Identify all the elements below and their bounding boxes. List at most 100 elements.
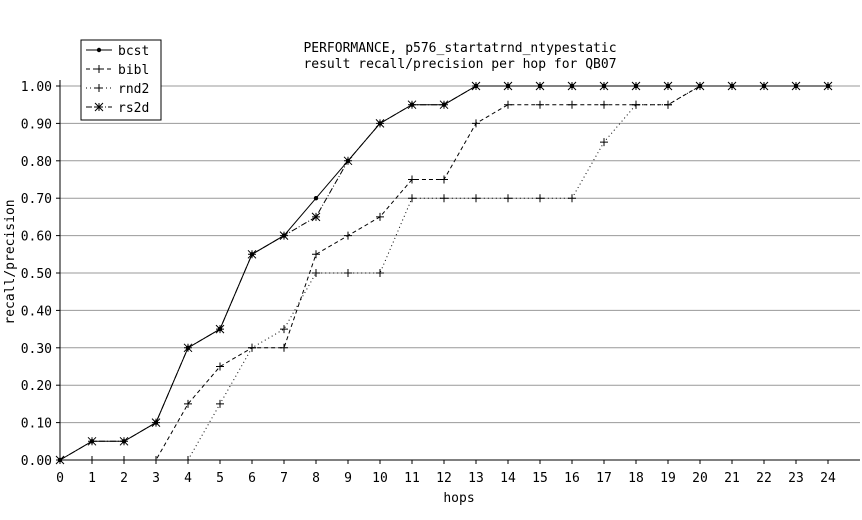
data-point-bibl (280, 343, 288, 352)
x-tick-label: 9 (344, 471, 352, 486)
x-tick-label: 13 (468, 471, 484, 486)
data-point-rs2d (759, 81, 769, 91)
data-point-rs2d (151, 418, 161, 427)
x-tick-label: 5 (216, 471, 224, 486)
data-point-rs2d (503, 81, 513, 91)
legend-label-rnd2: rnd2 (118, 82, 149, 97)
data-point-bibl (216, 362, 224, 371)
grid (60, 85, 860, 424)
x-tick-label: 14 (500, 471, 516, 486)
x-tick-label: 3 (152, 471, 160, 486)
data-point-rs2d (311, 212, 321, 222)
y-tick-label: 0.40 (21, 304, 52, 319)
y-axis-label: recall/precision (3, 199, 18, 324)
x-tick-label: 15 (532, 471, 548, 486)
y-tick-label: 0.30 (21, 342, 52, 357)
x-tick-label: 4 (184, 471, 192, 486)
data-point-rnd2 (280, 325, 288, 334)
data-point-bibl (408, 175, 416, 184)
y-tick-label: 0.20 (21, 379, 52, 394)
x-tick-label: 8 (312, 471, 320, 486)
y-tick-label: 0.00 (21, 454, 52, 469)
data-point-rnd2 (536, 194, 544, 203)
data-point-rs2d (567, 81, 577, 91)
legend-marker-bibl (95, 65, 103, 73)
legend-label-rs2d: rs2d (118, 101, 149, 116)
data-point-rs2d (727, 81, 737, 91)
data-point-rs2d (119, 436, 129, 446)
data-point-rs2d (599, 81, 609, 91)
data-point-bibl (504, 100, 512, 109)
series-group (55, 81, 833, 465)
y-tick-label: 0.90 (21, 117, 52, 132)
data-point-bibl (536, 100, 544, 109)
x-tick-label: 20 (692, 471, 708, 486)
legend-marker-rs2d (94, 102, 104, 112)
data-point-bibl (600, 100, 608, 109)
y-tick-label: 0.80 (21, 155, 52, 170)
data-point-rnd2 (664, 100, 672, 109)
x-tick-label: 22 (756, 471, 772, 486)
data-point-rs2d (279, 231, 289, 240)
x-ticks: 0 1 2 3 4 5 6 7 8 9 10 11 12 13 14 15 16 17 18 19 20 21 22 23 24 (56, 460, 836, 486)
x-tick-label: 1 (88, 471, 96, 486)
axes (59, 80, 860, 461)
data-point-rnd2 (376, 269, 384, 277)
y-tick-label: 1.00 (21, 80, 52, 95)
data-point-bcst (313, 196, 319, 201)
data-point-rnd2 (504, 194, 512, 203)
data-point-rnd2 (568, 194, 576, 203)
data-point-rnd2 (248, 343, 256, 352)
y-tick-label: 0.60 (21, 230, 52, 245)
data-point-rnd2 (632, 100, 640, 109)
data-point-rnd2 (152, 456, 160, 464)
x-tick-label: 21 (724, 471, 740, 486)
data-point-bibl (472, 119, 480, 128)
x-tick-label: 0 (56, 471, 64, 486)
data-point-rs2d (55, 455, 65, 465)
legend-marker-bcst (96, 47, 102, 53)
legend-label-bibl: bibl (118, 63, 149, 78)
x-tick-label: 10 (372, 471, 388, 486)
data-point-rnd2 (440, 194, 448, 203)
data-point-rs2d (631, 81, 641, 91)
x-tick-label: 2 (120, 471, 128, 486)
data-point-rs2d (663, 81, 673, 91)
legend: bcst bibl rnd2 rs2d (80, 39, 162, 121)
x-tick-label: 12 (436, 471, 452, 486)
data-point-rs2d (343, 156, 353, 166)
data-point-rs2d (695, 81, 705, 91)
data-point-rs2d (87, 436, 97, 446)
data-point-bibl (440, 175, 448, 184)
data-point-rnd2 (88, 456, 96, 464)
legend-marker-rnd2 (95, 84, 103, 92)
x-tick-label: 16 (564, 471, 580, 486)
legend-label-bcst: bcst (118, 44, 149, 59)
data-point-rs2d (823, 81, 833, 91)
y-tick-label: 0.70 (21, 192, 52, 207)
series-rs2d (55, 81, 833, 465)
data-point-rs2d (471, 81, 481, 91)
data-point-bibl (376, 212, 384, 221)
y-tick-label: 0.10 (21, 417, 52, 432)
chart-title: PERFORMANCE, p576_startatrnd_ntypestatic (303, 41, 616, 56)
data-point-rnd2 (472, 194, 480, 203)
chart-subtitle: result recall/precision per hop for QB07 (303, 57, 616, 72)
data-point-rnd2 (216, 399, 224, 408)
data-point-rnd2 (312, 269, 320, 277)
data-point-rnd2 (408, 194, 416, 203)
data-point-rs2d (247, 249, 257, 259)
data-point-bibl (312, 250, 320, 259)
x-tick-label: 23 (788, 471, 804, 486)
data-point-bibl (344, 231, 352, 240)
x-tick-label: 7 (280, 471, 288, 486)
y-tick-label: 0.50 (21, 267, 52, 282)
data-point-rs2d (183, 343, 193, 353)
x-tick-label: 24 (820, 471, 836, 486)
y-ticks: 0.00 0.10 0.20 0.30 0.40 0.50 0.60 0.70 0.80 0.90… (21, 80, 60, 469)
data-point-rs2d (375, 119, 385, 128)
x-tick-label: 18 (628, 471, 644, 486)
x-tick-label: 19 (660, 471, 676, 486)
data-point-rnd2 (344, 269, 352, 277)
